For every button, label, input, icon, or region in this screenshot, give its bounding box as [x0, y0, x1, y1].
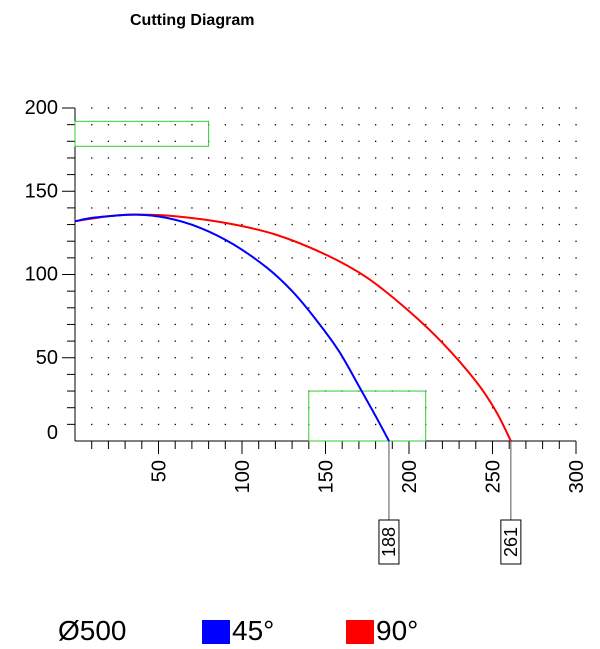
- series-line-1: [74, 213, 512, 442]
- y-tick-label: 0: [47, 422, 58, 444]
- x-tick-label: 250: [483, 460, 505, 493]
- x-tick-label: 200: [399, 460, 421, 493]
- highlight-box: [308, 390, 427, 442]
- legend-label-45: 45°: [232, 615, 275, 646]
- legend-swatch-45: [202, 620, 230, 644]
- x-tick-label: 300: [566, 460, 588, 493]
- y-tick-label: 200: [25, 97, 58, 119]
- cutting-diagram-plot: 0 50 100 150 200 50 100 150 200 250 300 188 261: [25, 97, 588, 565]
- marker-label: 188: [379, 527, 399, 557]
- y-tick-label: 50: [36, 347, 58, 369]
- series-line-0: [74, 213, 390, 442]
- marker-box: [378, 519, 400, 565]
- legend: Ø500 45° 90°: [58, 614, 578, 648]
- chart-title: Cutting Diagram: [130, 12, 255, 29]
- y-tick-label: 100: [25, 264, 58, 286]
- x-tick-label: 150: [316, 460, 338, 493]
- dot-grid: [91, 107, 577, 426]
- diameter-label: Ø500: [58, 615, 127, 646]
- marker-box: [500, 519, 522, 565]
- x-tick-label: 50: [149, 460, 171, 482]
- marker-label: 261: [501, 527, 521, 557]
- legend-swatch-90: [346, 620, 374, 644]
- x-tick-label: 100: [232, 460, 254, 493]
- highlight-box: [74, 120, 210, 147]
- legend-label-90: 90°: [376, 615, 419, 646]
- y-tick-label: 150: [25, 180, 58, 202]
